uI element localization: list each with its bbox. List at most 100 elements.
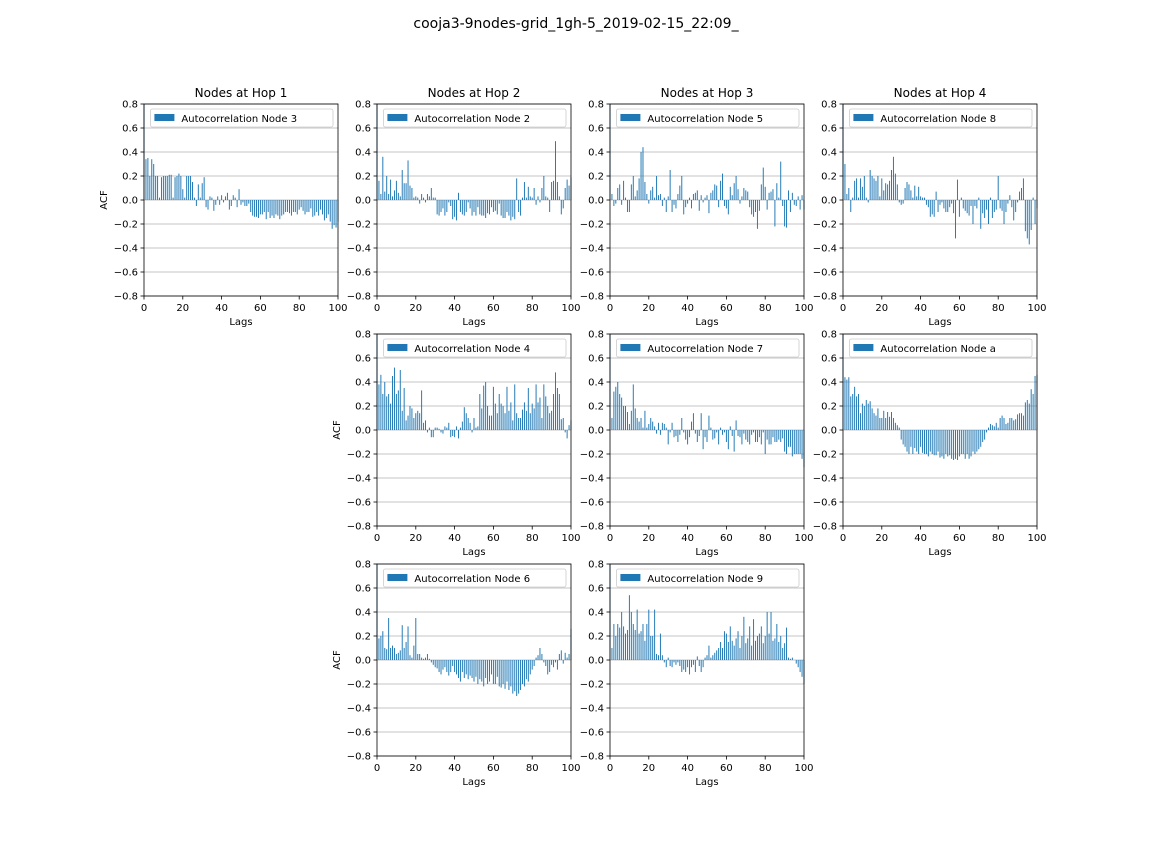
x-tick-label: 20 <box>642 533 655 544</box>
acf-bar <box>879 418 881 430</box>
acf-bar <box>962 200 964 209</box>
subplot-title: Nodes at Hop 4 <box>894 86 987 100</box>
x-tick-label: 40 <box>448 533 461 544</box>
acf-bar <box>741 430 743 445</box>
acf-bar <box>442 660 444 670</box>
acf-bar <box>856 396 858 430</box>
acf-bar <box>560 419 562 430</box>
acf-bar <box>159 197 160 200</box>
acf-bar <box>722 430 723 435</box>
acf-bar <box>679 430 681 435</box>
acf-bar <box>859 178 861 200</box>
y-tick-label: −0.4 <box>580 474 604 485</box>
acf-bar <box>380 636 382 660</box>
acf-bar <box>403 388 405 430</box>
acf-bar <box>937 430 939 452</box>
acf-bar <box>683 200 685 215</box>
subplot: 0.8 0.6 0.4 0.2 0.0 −0.2 −0.4 −0.6 −0.80 20 40 60 80… <box>99 86 348 328</box>
axes-frame <box>609 563 805 757</box>
acf-bar <box>659 194 661 200</box>
acf-bar <box>483 660 485 687</box>
legend: Autocorrelation Node 7 <box>616 338 800 358</box>
acf-bar <box>265 200 267 220</box>
acf-bar <box>696 430 698 442</box>
acf-bar <box>636 609 638 660</box>
acf-bar <box>1011 418 1013 430</box>
acf-bar <box>382 156 384 200</box>
acf-bar <box>397 192 399 200</box>
y-tick-label: 0.6 <box>588 124 604 135</box>
acf-bar <box>789 200 791 212</box>
axes-frame <box>609 103 805 297</box>
acf-bar <box>523 660 525 687</box>
acf-bar <box>382 631 384 660</box>
acf-bar <box>415 196 417 200</box>
acf-bar <box>762 430 764 433</box>
acf-bar <box>844 164 846 200</box>
acf-bar <box>993 426 995 430</box>
acf-bar <box>654 197 656 200</box>
acf-bar <box>628 595 630 660</box>
acf-bar <box>568 654 570 660</box>
acf-bar <box>421 194 423 200</box>
y-tick-label: −0.6 <box>813 268 837 279</box>
acf-bar <box>388 194 390 200</box>
acf-bar <box>945 430 947 454</box>
acf-bar <box>718 648 720 660</box>
acf-bar <box>411 188 413 200</box>
acf-bar <box>331 200 333 229</box>
acf-bar <box>871 176 873 200</box>
acf-bar <box>149 176 151 200</box>
acf-bar <box>419 200 421 204</box>
acf-bar <box>316 200 318 212</box>
acf-bar <box>436 427 438 430</box>
acf-bar <box>671 660 673 668</box>
y-tick-label: 0.2 <box>588 172 604 183</box>
acf-bar <box>778 642 780 660</box>
acf-bar <box>551 410 553 430</box>
acf-bar <box>520 660 522 690</box>
acf-bar <box>991 200 993 218</box>
acf-bar <box>298 200 300 210</box>
acf-bar <box>856 178 858 200</box>
acf-bar <box>914 185 916 200</box>
acf-bar <box>770 430 772 445</box>
acf-bar <box>741 196 743 200</box>
acf-bar <box>306 200 308 212</box>
acf-bar <box>498 394 500 430</box>
acf-bar <box>801 430 803 459</box>
acf-bar <box>931 430 933 454</box>
acf-bar <box>692 194 694 200</box>
acf-bar <box>648 200 650 204</box>
acf-bar <box>496 660 498 677</box>
acf-bar <box>1021 413 1022 430</box>
acf-bar <box>232 195 234 200</box>
acf-bar <box>623 626 625 660</box>
acf-bar <box>797 196 799 200</box>
x-tick-label: 60 <box>720 533 733 544</box>
acf-bar <box>176 176 178 200</box>
acf-bar <box>974 200 976 206</box>
acf-bar <box>636 418 638 430</box>
acf-bar <box>300 200 302 208</box>
acf-bar <box>442 200 444 209</box>
acf-bar <box>1013 420 1015 430</box>
acf-bar <box>768 633 770 660</box>
acf-bar <box>764 636 766 660</box>
acf-bar <box>764 430 766 454</box>
y-tick-label: −0.6 <box>580 728 604 739</box>
acf-bar <box>211 197 213 200</box>
acf-bar <box>494 660 496 684</box>
x-tick-label: 60 <box>487 303 500 314</box>
axes-frame <box>143 103 339 297</box>
acf-bar <box>782 648 784 660</box>
acf-bar <box>205 200 207 208</box>
x-tick-label: 100 <box>561 763 580 774</box>
acf-bar <box>312 200 314 217</box>
acf-bar <box>558 196 560 200</box>
x-tick-label: 20 <box>409 763 422 774</box>
acf-bar <box>722 173 723 200</box>
acf-bar <box>704 657 706 660</box>
acf-bar <box>780 430 782 442</box>
acf-bar <box>989 197 991 200</box>
